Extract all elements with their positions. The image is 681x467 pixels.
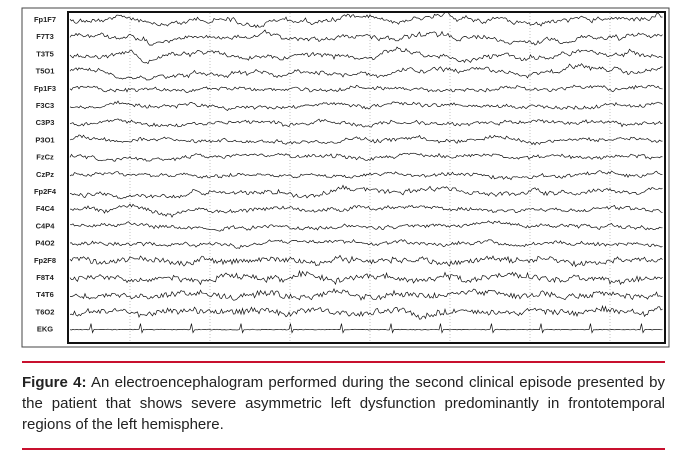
channel-label: C4P4	[36, 221, 56, 230]
ekg-trace	[69, 323, 663, 334]
channel-label: F4C4	[36, 204, 55, 213]
channel-label: T6O2	[36, 307, 55, 316]
channel-labels: Fp1F7 F7T3 T3T5 T5O1 Fp1F3 F3C3 C3P3 P3O1 FzCz Cz…	[34, 15, 57, 334]
channel-label: P3O1	[35, 135, 54, 144]
eeg-trace	[69, 29, 663, 46]
eeg-trace	[69, 238, 663, 249]
channel-label: Fp2F8	[34, 256, 56, 265]
eeg-trace	[69, 203, 663, 218]
caption-text: An electroencephalogram performed during…	[22, 374, 666, 433]
trace-frame	[67, 11, 666, 344]
channel-label: T3T5	[36, 49, 54, 58]
eeg-trace	[69, 46, 663, 65]
caption-rule-bottom	[22, 448, 665, 450]
eeg-trace	[69, 254, 663, 268]
eeg-trace	[69, 220, 663, 232]
eeg-traces	[69, 11, 663, 334]
channel-label: P4O2	[35, 239, 54, 248]
eeg-trace	[69, 170, 663, 181]
eeg-figure: Fp1F7 F7T3 T3T5 T5O1 Fp1F3 F3C3 C3P3 P3O1 FzCz Cz…	[21, 7, 670, 348]
eeg-trace	[69, 11, 663, 29]
eeg-trace	[69, 184, 663, 200]
caption-rule-top	[22, 361, 665, 363]
eeg-trace	[69, 269, 663, 286]
eeg-trace	[69, 288, 663, 301]
channel-label: T4T6	[36, 290, 54, 299]
figure-caption: Figure 4: An electroencephalogram perfor…	[22, 372, 665, 435]
channel-label: Fp1F7	[34, 15, 56, 24]
eeg-trace	[69, 100, 663, 111]
channel-label: F8T4	[36, 273, 54, 282]
channel-label: EKG	[37, 325, 53, 334]
channel-label: Fp1F3	[34, 84, 56, 93]
channel-label: CzPz	[36, 170, 54, 179]
channel-label: FzCz	[36, 153, 54, 162]
channel-label: T5O1	[36, 67, 55, 76]
time-grid	[129, 13, 611, 342]
eeg-trace	[69, 63, 663, 81]
channel-label: Fp2F4	[34, 187, 57, 196]
channel-label: C3P3	[36, 118, 55, 127]
caption-label: Figure 4:	[22, 374, 87, 391]
eeg-trace	[69, 152, 663, 162]
eeg-trace	[69, 84, 663, 93]
eeg-trace	[69, 134, 663, 146]
eeg-trace	[69, 118, 663, 128]
eeg-trace	[69, 304, 663, 320]
channel-label: F7T3	[36, 32, 54, 41]
channel-label: F3C3	[36, 101, 54, 110]
